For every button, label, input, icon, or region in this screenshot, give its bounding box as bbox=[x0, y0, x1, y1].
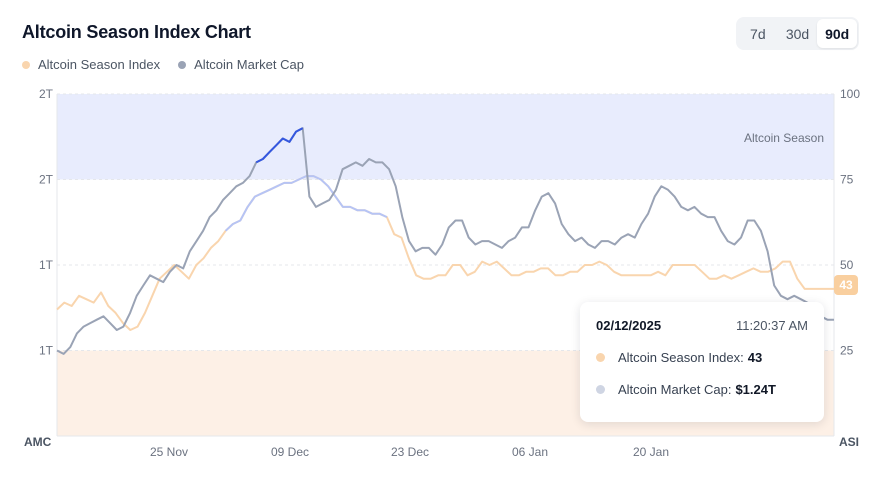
left-axis-tick-label: 2T bbox=[39, 173, 54, 187]
series-line-season-index-highlight bbox=[224, 175, 388, 232]
x-tick-label: 09 Dec bbox=[271, 445, 309, 459]
current-value-badge: 43 bbox=[834, 275, 858, 295]
tooltip-index-value: 43 bbox=[747, 350, 763, 365]
series-line-market-cap-highlight bbox=[255, 127, 304, 164]
time-range-selector: 7d 30d 90d bbox=[736, 17, 859, 50]
legend-dot-market-cap bbox=[178, 60, 187, 69]
tooltip-row-market-cap: Altcoin Market Cap: $1.24T bbox=[596, 382, 808, 397]
series-line-season-index bbox=[56, 175, 834, 331]
tooltip-index-label: Altcoin Season Index: bbox=[618, 350, 744, 365]
right-axis-label: ASI bbox=[839, 435, 859, 449]
right-axis-tick-label: 25 bbox=[840, 344, 854, 358]
legend-label-season-index: Altcoin Season Index bbox=[38, 57, 161, 72]
band-label-altcoin-season: Altcoin Season bbox=[744, 131, 824, 145]
tooltip-dot-season-index bbox=[596, 353, 605, 362]
left-axis-tick-label: 1T bbox=[39, 344, 54, 358]
tooltip-dot-market-cap bbox=[596, 385, 605, 394]
x-tick-label: 23 Dec bbox=[391, 445, 429, 459]
legend-item-market-cap[interactable]: Altcoin Market Cap bbox=[178, 57, 304, 72]
left-axis-tick-label: 1T bbox=[39, 258, 54, 272]
altcoin-season-band bbox=[57, 94, 834, 180]
tooltip-row-season-index: Altcoin Season Index: 43 bbox=[596, 350, 808, 365]
left-axis-tick-label: 2T bbox=[39, 87, 54, 101]
tooltip-cap-label: Altcoin Market Cap: bbox=[618, 382, 732, 397]
legend-item-season-index[interactable]: Altcoin Season Index bbox=[22, 57, 160, 72]
x-tick-label: 06 Jan bbox=[512, 445, 548, 459]
tooltip-time: 11:20:37 AM bbox=[735, 318, 808, 333]
legend-label-market-cap: Altcoin Market Cap bbox=[194, 57, 304, 72]
tooltip-cap-value: $1.24T bbox=[735, 382, 776, 397]
chart-legend: Altcoin Season Index Altcoin Market Cap bbox=[22, 57, 304, 72]
range-30d-button[interactable]: 30d bbox=[785, 25, 810, 42]
series-line-market-cap bbox=[56, 127, 834, 355]
range-7d-button[interactable]: 7d bbox=[750, 25, 766, 42]
page-title: Altcoin Season Index Chart bbox=[22, 22, 251, 42]
legend-dot-season-index bbox=[22, 60, 30, 69]
left-axis-label: AMC bbox=[24, 435, 52, 449]
chart-tooltip: 02/12/2025 11:20:37 AM Altcoin Season In… bbox=[580, 302, 824, 422]
x-tick-label: 25 Nov bbox=[150, 445, 188, 459]
tooltip-date: 02/12/2025 bbox=[596, 318, 662, 333]
range-90d-button[interactable]: 90d bbox=[817, 19, 858, 48]
right-axis-tick-label: 100 bbox=[840, 87, 860, 101]
right-axis-tick-label: 75 bbox=[840, 173, 854, 187]
right-axis-tick-label: 50 bbox=[840, 258, 854, 272]
x-tick-label: 20 Jan bbox=[633, 445, 669, 459]
